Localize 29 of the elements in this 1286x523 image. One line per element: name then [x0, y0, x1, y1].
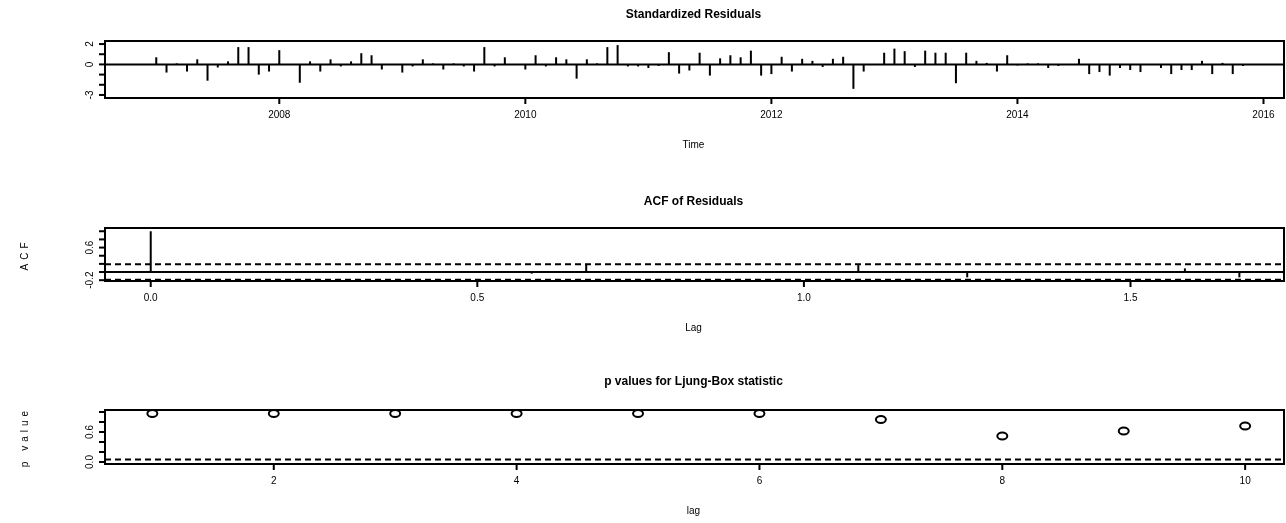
y-tick-label: 0 [84, 61, 95, 68]
y-tick-label: 2 [84, 40, 95, 47]
x-tick-label: 2012 [760, 109, 783, 120]
x-axis-title: lag [686, 505, 701, 516]
x-tick-label: 1.0 [796, 292, 812, 303]
chart-title: ACF of Residuals [643, 194, 744, 208]
chart-title: p values for Ljung-Box statistic [604, 374, 784, 388]
chart-title: Standardized Residuals [625, 7, 762, 21]
y-tick-label: -3 [84, 90, 95, 100]
y-tick-label: 0.6 [84, 424, 95, 439]
x-axis-title: Time [682, 139, 705, 150]
y-axis-title: ACF [19, 238, 30, 271]
x-tick-label: 1.5 [1123, 292, 1138, 303]
x-tick-label: 0.0 [143, 292, 159, 303]
x-tick-label: 10 [1239, 475, 1252, 486]
x-tick-label: 2 [270, 475, 277, 486]
x-axis-title: Lag [685, 322, 702, 333]
x-tick-label: 8 [999, 475, 1006, 486]
y-axis-title: p value [19, 406, 30, 468]
x-tick-label: 2014 [1006, 109, 1029, 120]
y-tick-label: 0.0 [84, 454, 95, 469]
x-tick-label: 2010 [514, 109, 537, 120]
x-tick-label: 4 [513, 475, 520, 486]
x-tick-label: 0.5 [470, 292, 485, 303]
x-tick-label: 2016 [1252, 109, 1276, 120]
x-tick-label: 2008 [268, 109, 291, 120]
x-tick-label: 6 [756, 475, 763, 486]
y-tick-label: 0.6 [84, 240, 95, 255]
y-tick-label: -0.2 [84, 271, 95, 289]
